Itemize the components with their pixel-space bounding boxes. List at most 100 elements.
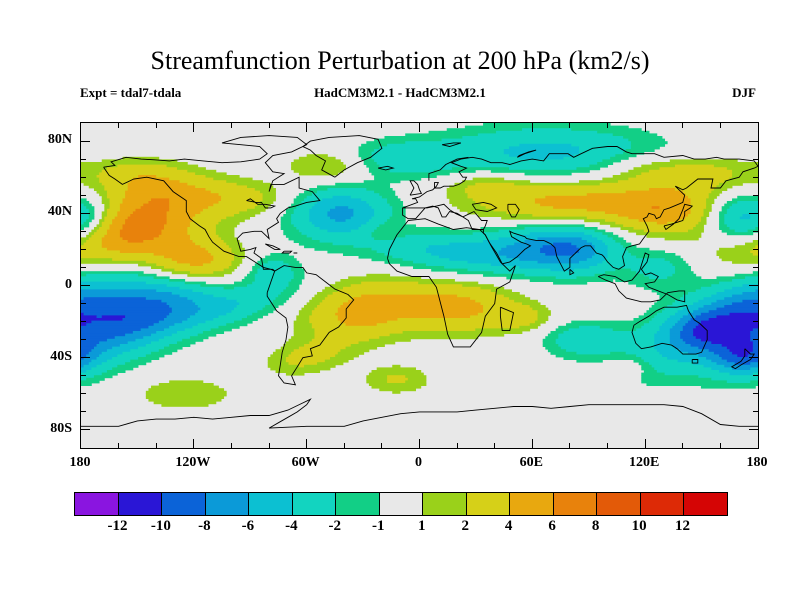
y-tick-right xyxy=(753,266,758,268)
x-tick-bottom xyxy=(155,443,157,448)
colorbar-band xyxy=(336,493,380,515)
y-axis-label: 80S xyxy=(50,420,72,436)
x-tick-top xyxy=(494,123,496,128)
colorbar-band xyxy=(75,493,119,515)
experiment-label: Expt = tdal7-tdala xyxy=(80,85,182,100)
colorbar-band xyxy=(553,493,598,515)
colorbar-band xyxy=(423,493,467,515)
y-tick-left xyxy=(81,357,90,359)
x-tick-bottom xyxy=(682,443,684,448)
colorbar-band xyxy=(466,493,511,515)
y-tick-left xyxy=(81,375,86,377)
y-tick-left xyxy=(81,230,86,232)
colorbar xyxy=(74,492,728,516)
x-tick-top xyxy=(381,123,383,128)
colorbar-band xyxy=(510,493,554,515)
colorbar-band xyxy=(379,493,424,515)
x-tick-bottom xyxy=(381,443,383,448)
colorbar-band xyxy=(162,493,206,515)
x-tick-bottom xyxy=(193,439,195,448)
x-tick-bottom xyxy=(268,443,270,448)
x-tick-top xyxy=(306,123,308,132)
y-tick-left xyxy=(81,339,86,341)
x-tick-bottom xyxy=(343,443,345,448)
x-axis-label: 120E xyxy=(628,455,660,470)
y-axis-label: 40S xyxy=(50,348,72,364)
colorbar-band xyxy=(118,493,163,515)
y-axis-label: 80N xyxy=(47,132,72,148)
colorbar-band xyxy=(205,493,250,515)
y-tick-right xyxy=(753,248,758,250)
x-tick-bottom xyxy=(607,443,609,448)
x-axis-label: 180 xyxy=(746,455,768,470)
y-tick-left xyxy=(81,321,86,323)
y-tick-left xyxy=(81,429,90,431)
colorbar-tick-label: 10 xyxy=(631,518,647,534)
contour-bands xyxy=(81,123,758,407)
colorbar-band xyxy=(684,493,727,515)
y-tick-left xyxy=(81,140,90,142)
map-plot-area xyxy=(80,122,759,449)
y-tick-right xyxy=(749,357,758,359)
x-tick-top xyxy=(644,123,646,132)
y-tick-right xyxy=(753,176,758,178)
y-tick-left xyxy=(81,158,86,160)
x-axis-label: 60E xyxy=(519,455,543,470)
x-tick-bottom xyxy=(118,443,120,448)
page-title: Streamfunction Perturbation at 200 hPa (… xyxy=(150,46,650,75)
x-tick-top xyxy=(531,123,533,132)
x-tick-top xyxy=(607,123,609,128)
y-tick-right xyxy=(749,285,758,286)
y-tick-left xyxy=(81,411,86,413)
colorbar-band xyxy=(249,493,293,515)
colorbar-band xyxy=(640,493,685,515)
y-tick-right xyxy=(753,393,758,395)
x-tick-bottom xyxy=(531,439,533,448)
y-tick-right xyxy=(749,140,758,142)
coastlines xyxy=(81,135,758,429)
colorbar-tick-label: 12 xyxy=(675,518,691,534)
y-tick-left xyxy=(81,194,86,196)
colorbar-tick-label: -8 xyxy=(198,518,211,534)
y-tick-right xyxy=(753,339,758,341)
x-tick-top xyxy=(719,123,721,128)
y-tick-left xyxy=(81,266,86,268)
x-axis-label: 60W xyxy=(291,455,320,470)
x-axis-label: 180 xyxy=(69,455,91,470)
x-tick-bottom xyxy=(419,439,420,448)
x-tick-top xyxy=(456,123,458,128)
x-axis-label: 120W xyxy=(175,455,211,470)
colorbar-tick-label: -4 xyxy=(285,518,298,534)
x-tick-top xyxy=(268,123,270,128)
x-tick-bottom xyxy=(494,443,496,448)
y-tick-right xyxy=(753,194,758,196)
colorbar-tick-label: -1 xyxy=(372,518,385,534)
x-tick-top xyxy=(682,123,684,128)
y-tick-right xyxy=(753,230,758,232)
y-tick-left xyxy=(81,212,90,214)
x-tick-top xyxy=(419,123,420,132)
x-tick-top xyxy=(343,123,345,128)
x-tick-top xyxy=(155,123,157,128)
season-label: DJF xyxy=(732,85,756,100)
colorbar-tick-label: -12 xyxy=(107,518,128,534)
x-tick-top xyxy=(569,123,571,128)
y-tick-right xyxy=(753,303,758,305)
x-tick-top xyxy=(193,123,195,132)
colorbar-tick-label: 4 xyxy=(504,518,513,534)
y-tick-left xyxy=(81,303,86,305)
y-tick-right xyxy=(753,411,758,413)
colorbar-tick-label: 8 xyxy=(591,518,600,534)
y-tick-right xyxy=(753,158,758,160)
y-axis-label: 0 xyxy=(65,276,72,292)
y-tick-left xyxy=(81,176,86,178)
y-tick-left xyxy=(81,285,90,286)
colorbar-tick-label: 1 xyxy=(417,518,426,534)
x-axis-label: 0 xyxy=(415,455,422,470)
x-tick-bottom xyxy=(644,439,646,448)
y-tick-right xyxy=(749,429,758,431)
contour-field xyxy=(81,123,758,429)
x-tick-bottom xyxy=(306,439,308,448)
y-axis-label: 40N xyxy=(47,204,72,220)
